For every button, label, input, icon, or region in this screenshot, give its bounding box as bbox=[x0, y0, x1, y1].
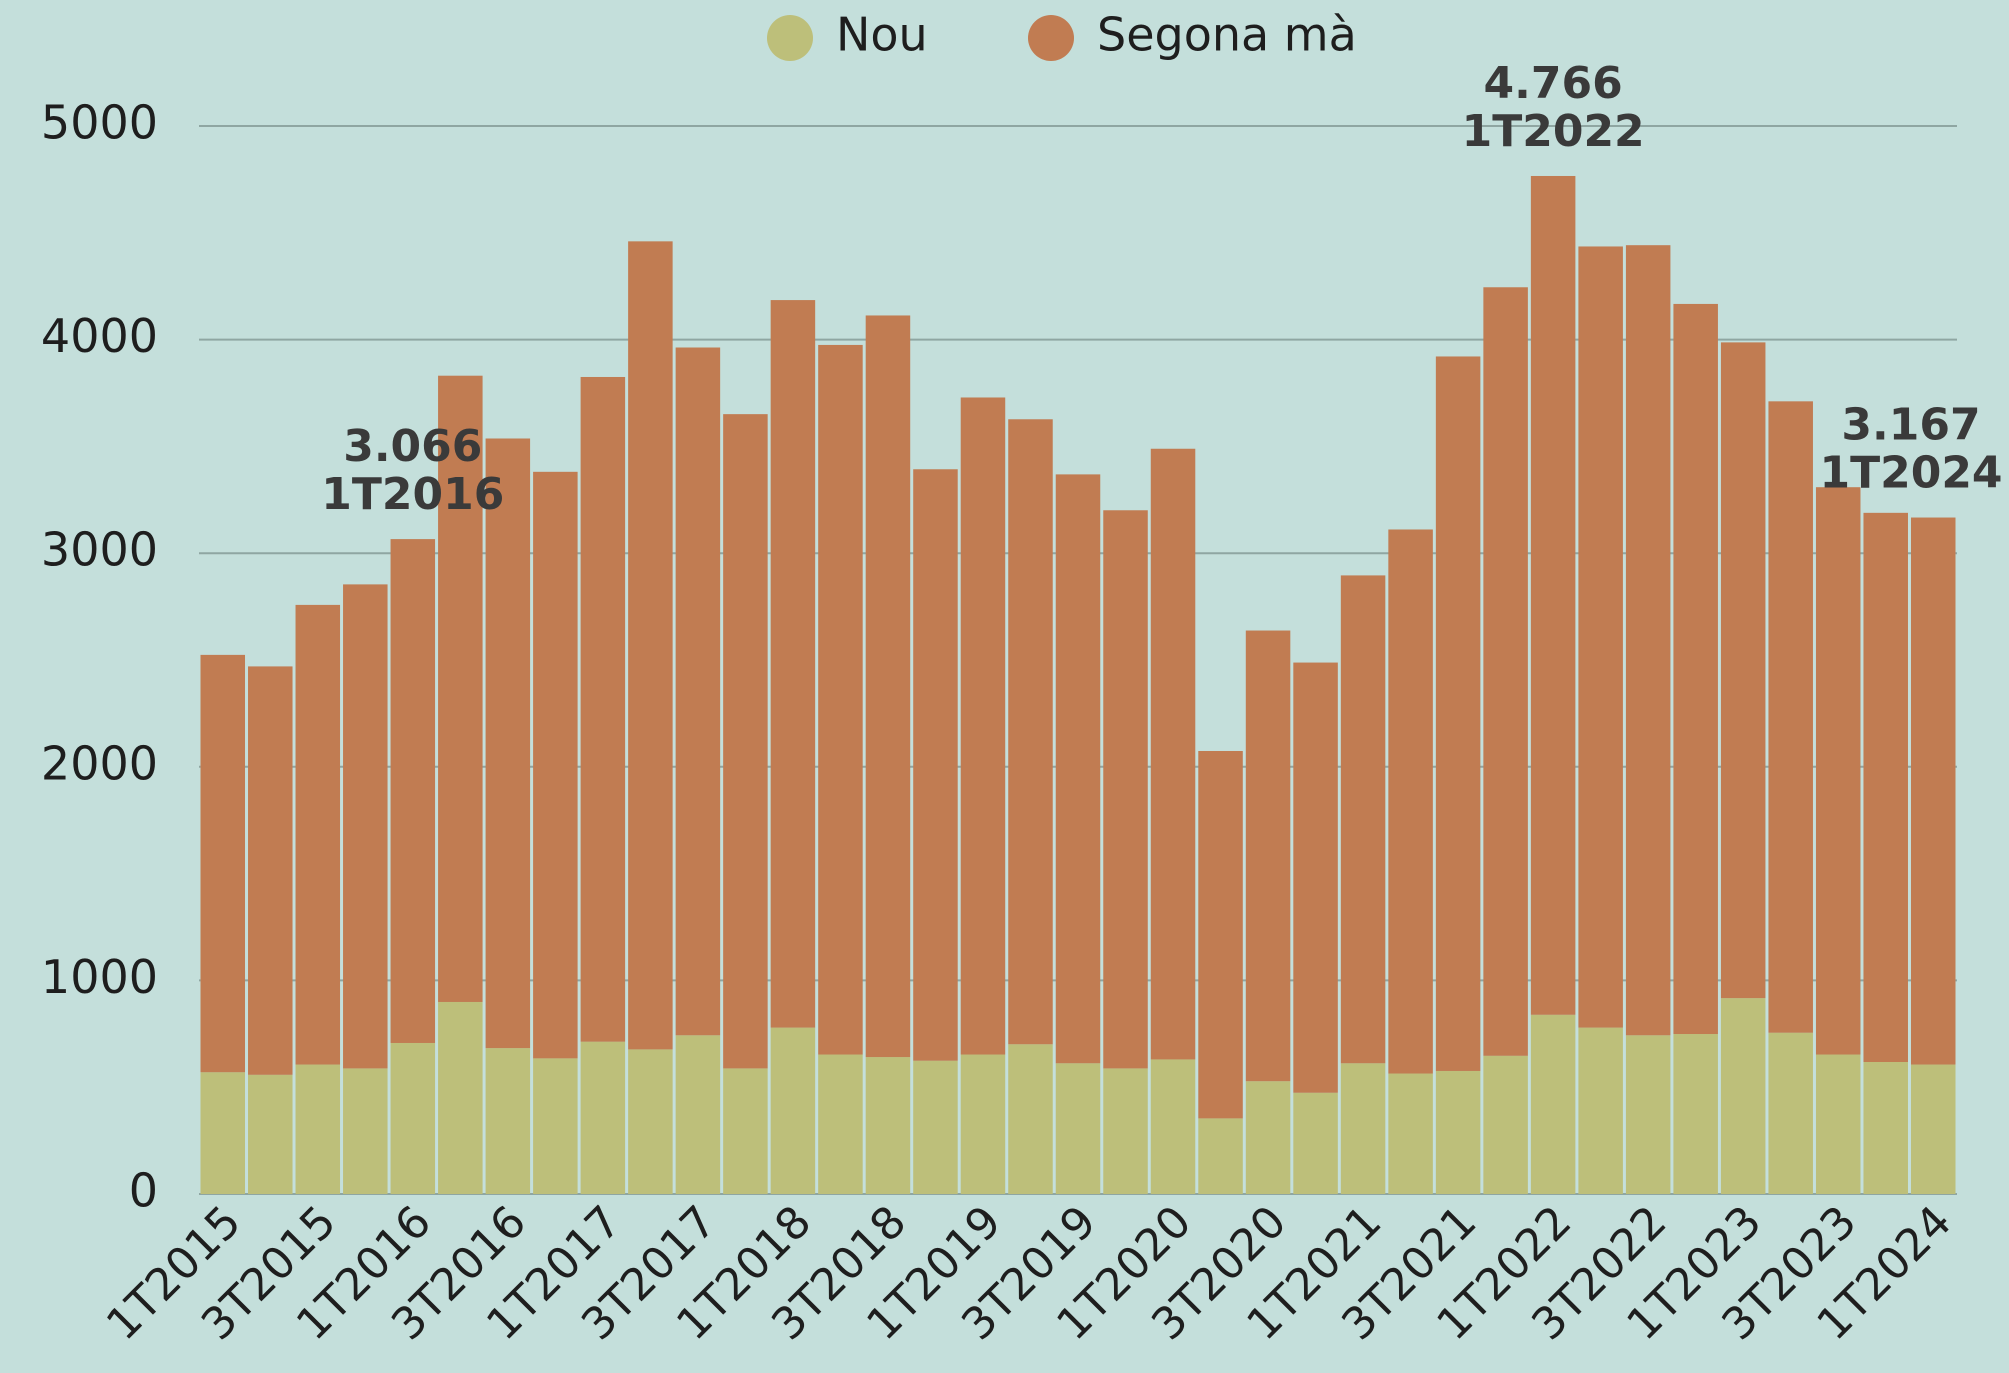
bar-segment bbox=[675, 347, 721, 1036]
bar-segment bbox=[248, 666, 293, 1075]
bar-segment bbox=[1910, 517, 1956, 1065]
bar-segment bbox=[1103, 510, 1148, 1069]
bar-segment bbox=[485, 1048, 531, 1194]
bar-segment bbox=[1293, 1092, 1338, 1194]
bar-segment bbox=[248, 1074, 293, 1194]
bar-segment bbox=[1388, 1073, 1433, 1194]
bar-segment bbox=[1245, 1081, 1291, 1194]
bar-segment bbox=[1150, 1059, 1196, 1194]
bar-segment bbox=[628, 1049, 673, 1194]
annotation-category: 1T2016 bbox=[321, 469, 504, 520]
bar-segment bbox=[390, 539, 436, 1043]
y-tick-label: 5000 bbox=[41, 96, 158, 150]
bar-segment bbox=[1245, 630, 1291, 1082]
bar-segment bbox=[1768, 1032, 1813, 1194]
bar-segment bbox=[1815, 487, 1861, 1055]
bar-segment bbox=[1055, 1063, 1101, 1194]
annotation-value: 4.766 bbox=[1484, 58, 1623, 109]
bar-segment bbox=[1530, 1014, 1576, 1194]
bar-segment bbox=[1625, 1035, 1671, 1194]
bar-segment bbox=[200, 1072, 246, 1194]
bar-segment bbox=[390, 1042, 436, 1194]
bar-segment bbox=[818, 1054, 863, 1194]
bar-segment bbox=[1863, 1061, 1908, 1194]
bar-segment bbox=[1625, 245, 1671, 1036]
bar-segment bbox=[1340, 575, 1386, 1064]
bar-segment bbox=[1483, 1055, 1528, 1194]
y-tick-label: 1000 bbox=[41, 950, 158, 1004]
bar-segment bbox=[485, 438, 531, 1049]
bar-segment bbox=[913, 469, 958, 1061]
bar-segment bbox=[200, 654, 246, 1073]
bar-segment bbox=[1910, 1064, 1956, 1194]
bar-segment bbox=[533, 1058, 578, 1194]
annotation-value: 3.167 bbox=[1841, 400, 1980, 451]
y-tick-label: 2000 bbox=[41, 736, 158, 790]
legend-label: Segona mà bbox=[1097, 8, 1357, 62]
bar-segment bbox=[1578, 246, 1623, 1028]
bar-segment bbox=[1008, 1044, 1053, 1194]
bar-segment bbox=[1293, 662, 1338, 1093]
bar-segment bbox=[343, 1068, 388, 1194]
annotation-category: 1T2024 bbox=[1819, 448, 2002, 499]
bar-segment bbox=[770, 300, 816, 1028]
bar-segment bbox=[438, 375, 483, 1002]
bar-segment bbox=[1198, 1118, 1243, 1194]
bar-segment bbox=[533, 471, 578, 1059]
legend-marker bbox=[767, 15, 813, 61]
bar-segment bbox=[1578, 1027, 1623, 1194]
bar-segment bbox=[628, 241, 673, 1050]
bar-segment bbox=[770, 1027, 816, 1194]
bar-segment bbox=[1008, 419, 1053, 1045]
bar-segment bbox=[723, 1068, 768, 1194]
bar-segment bbox=[1863, 512, 1908, 1062]
bar-segment bbox=[1055, 474, 1101, 1064]
bar-segment bbox=[960, 397, 1006, 1055]
bar-segment bbox=[960, 1054, 1006, 1194]
bar-segment bbox=[1815, 1054, 1861, 1194]
bar-segment bbox=[675, 1035, 721, 1194]
legend-label: Nou bbox=[836, 8, 928, 62]
bar-segment bbox=[1483, 287, 1528, 1056]
annotation-category: 1T2022 bbox=[1462, 106, 1645, 157]
bar-segment bbox=[1673, 303, 1718, 1035]
bar-segment bbox=[580, 376, 626, 1042]
bar-segment bbox=[295, 604, 341, 1065]
bar-segment bbox=[1673, 1034, 1718, 1194]
legend-marker bbox=[1028, 15, 1074, 61]
bar-segment bbox=[1435, 356, 1481, 1071]
bar-segment bbox=[1530, 175, 1576, 1015]
bar-segment bbox=[1150, 448, 1196, 1060]
bar-segment bbox=[865, 315, 911, 1058]
bar-segment bbox=[723, 414, 768, 1069]
y-tick-label: 0 bbox=[129, 1164, 158, 1218]
bar-segment bbox=[438, 1001, 483, 1194]
bar-segment bbox=[580, 1041, 626, 1194]
bar-segment bbox=[343, 584, 388, 1069]
bar-segment bbox=[1720, 998, 1766, 1194]
bar-segment bbox=[913, 1060, 958, 1194]
bar-segment bbox=[295, 1064, 341, 1194]
bar-segment bbox=[818, 344, 863, 1055]
y-tick-label: 4000 bbox=[41, 309, 158, 363]
y-tick-label: 3000 bbox=[41, 523, 158, 577]
annotation-value: 3.066 bbox=[343, 421, 482, 472]
bar-segment bbox=[1720, 342, 1766, 999]
bar-segment bbox=[1103, 1068, 1148, 1194]
bar-segment bbox=[1388, 529, 1433, 1074]
bar-segment bbox=[1198, 750, 1243, 1119]
bar-segment bbox=[1340, 1063, 1386, 1194]
bar-segment bbox=[1435, 1070, 1481, 1194]
bar-segment bbox=[1768, 401, 1813, 1033]
bar-segment bbox=[865, 1057, 911, 1194]
